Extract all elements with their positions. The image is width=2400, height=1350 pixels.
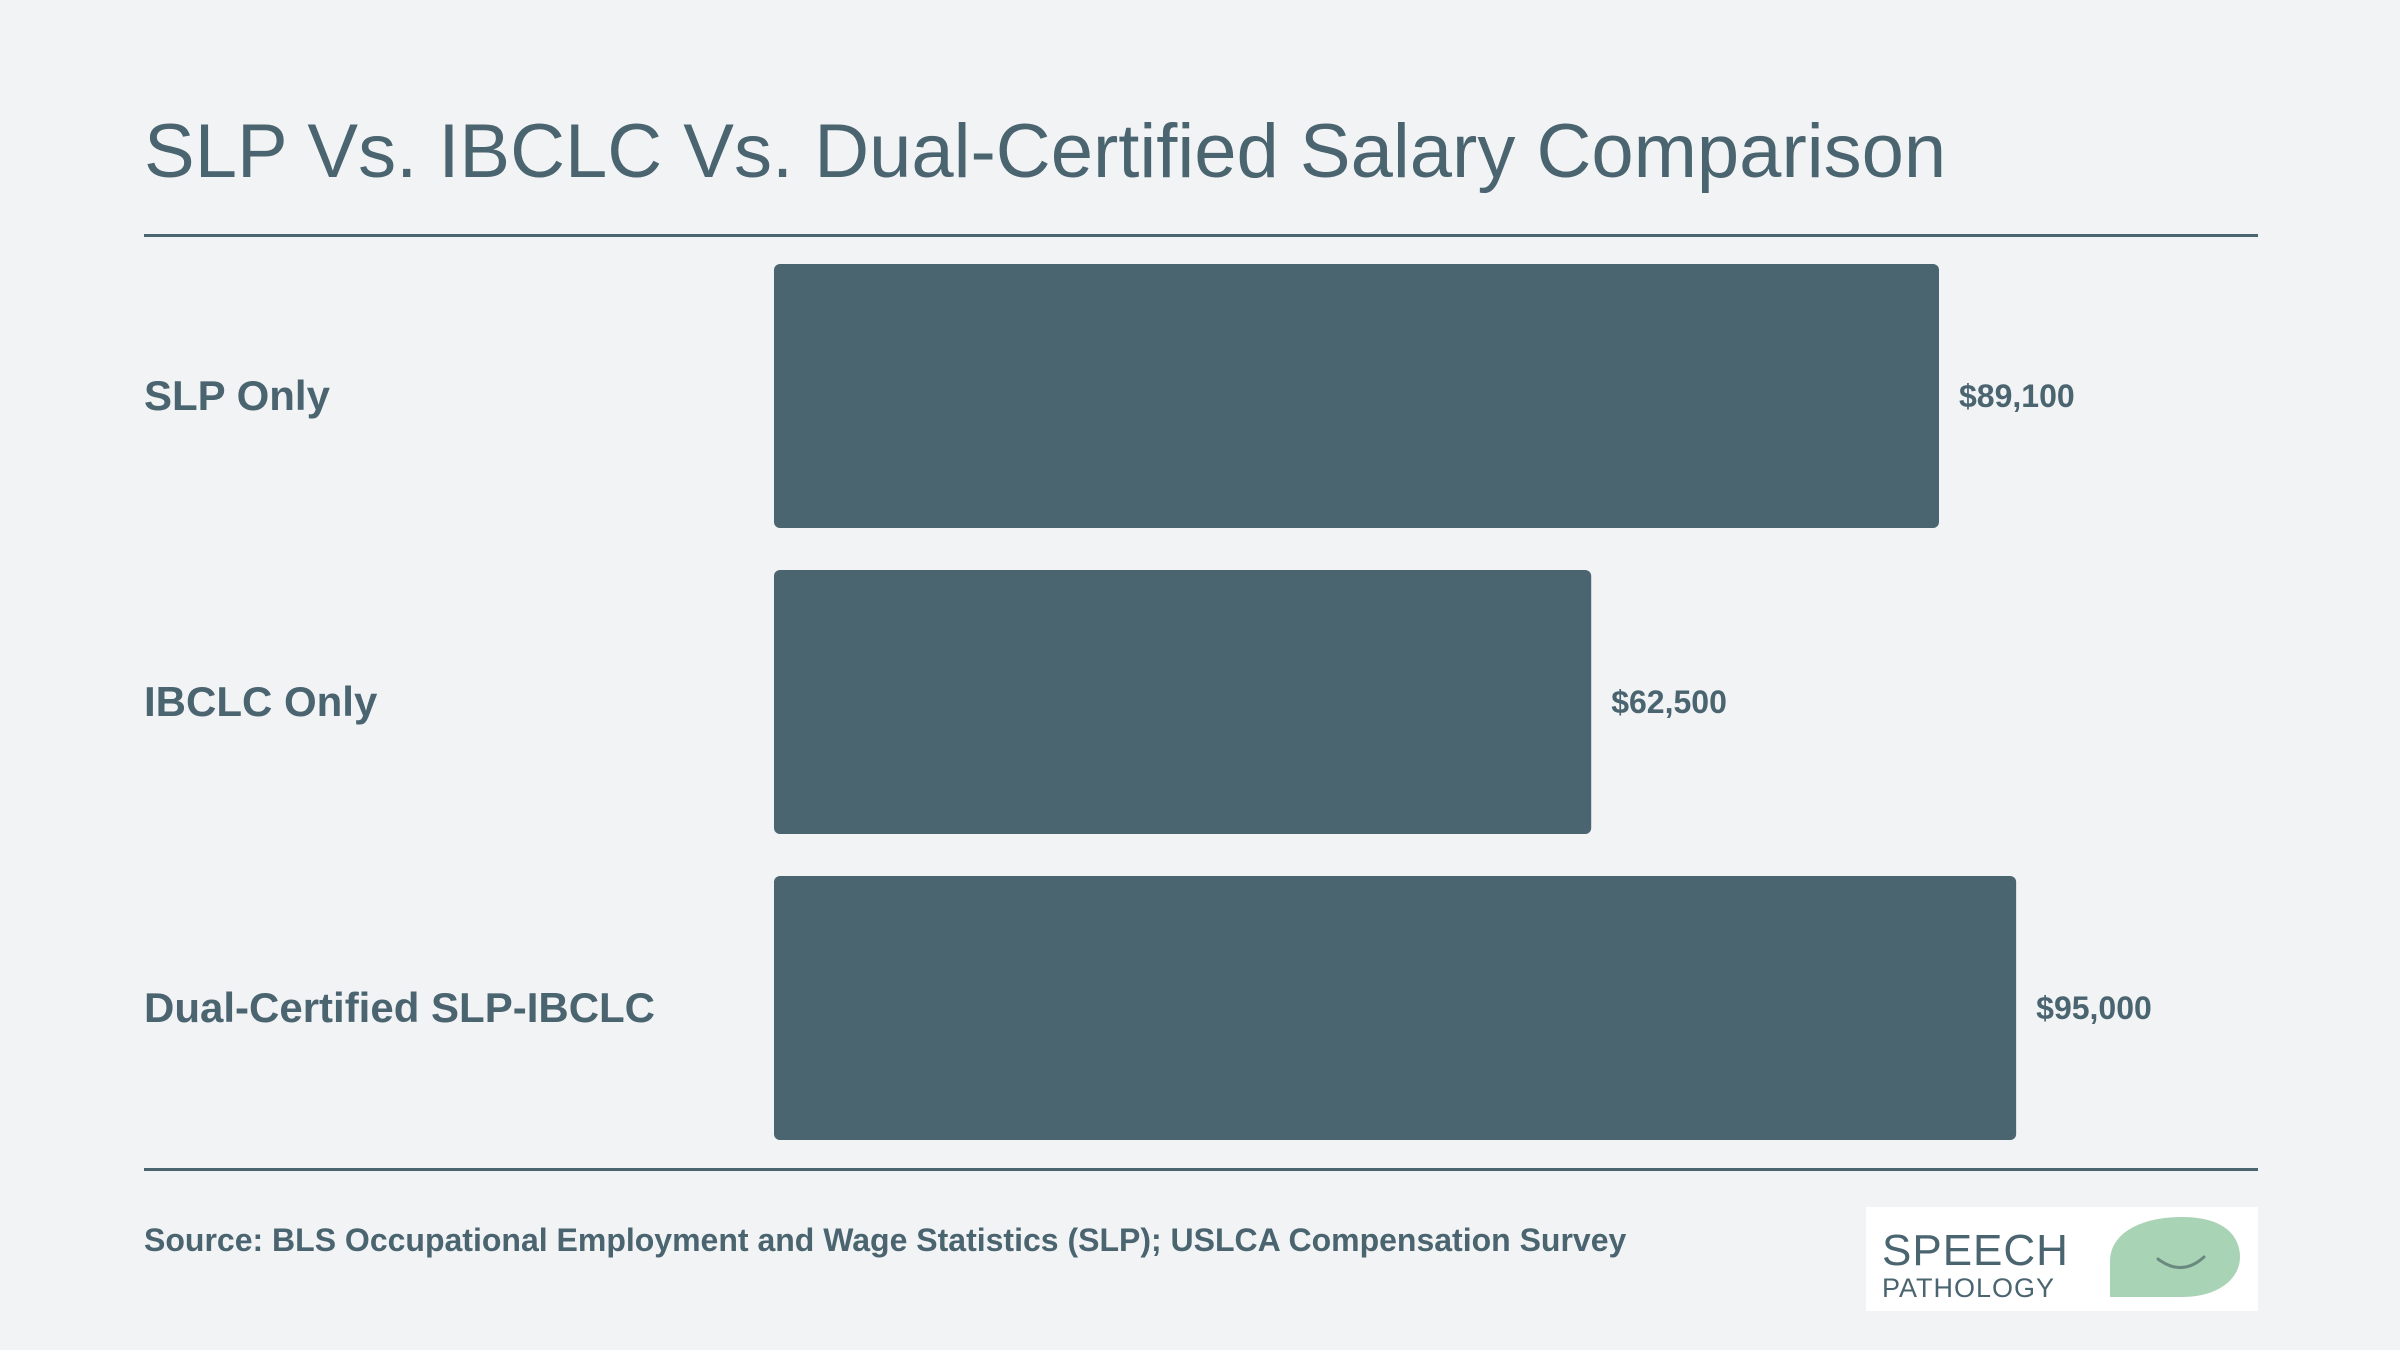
value-label: $95,000 bbox=[2036, 990, 2152, 1026]
category-label: SLP Only bbox=[144, 372, 331, 419]
category-label: Dual-Certified SLP-IBCLC bbox=[144, 984, 655, 1031]
logo-graphic: SPEECH PATHOLOGY bbox=[1882, 1217, 2240, 1303]
logo-line2: PATHOLOGY bbox=[1882, 1273, 2055, 1303]
bar bbox=[774, 264, 1939, 528]
source-note: Source: BLS Occupational Employment and … bbox=[144, 1222, 1627, 1258]
logo-line1: SPEECH bbox=[1882, 1226, 2069, 1275]
value-label: $89,100 bbox=[1959, 378, 2075, 414]
bottom-divider bbox=[144, 1168, 2258, 1171]
bar bbox=[774, 570, 1592, 834]
category-label: IBCLC Only bbox=[144, 678, 378, 725]
chart-title: SLP Vs. IBCLC Vs. Dual-Certified Salary … bbox=[144, 109, 1947, 194]
smile-mark bbox=[2156, 1255, 2206, 1269]
bar bbox=[774, 876, 2017, 1140]
top-divider bbox=[144, 234, 2258, 237]
value-label: $62,500 bbox=[1611, 684, 1727, 720]
speech-bubble-smile-icon bbox=[2110, 1217, 2240, 1297]
speech-pathology-logo: SPEECH PATHOLOGY bbox=[1866, 1207, 2258, 1311]
